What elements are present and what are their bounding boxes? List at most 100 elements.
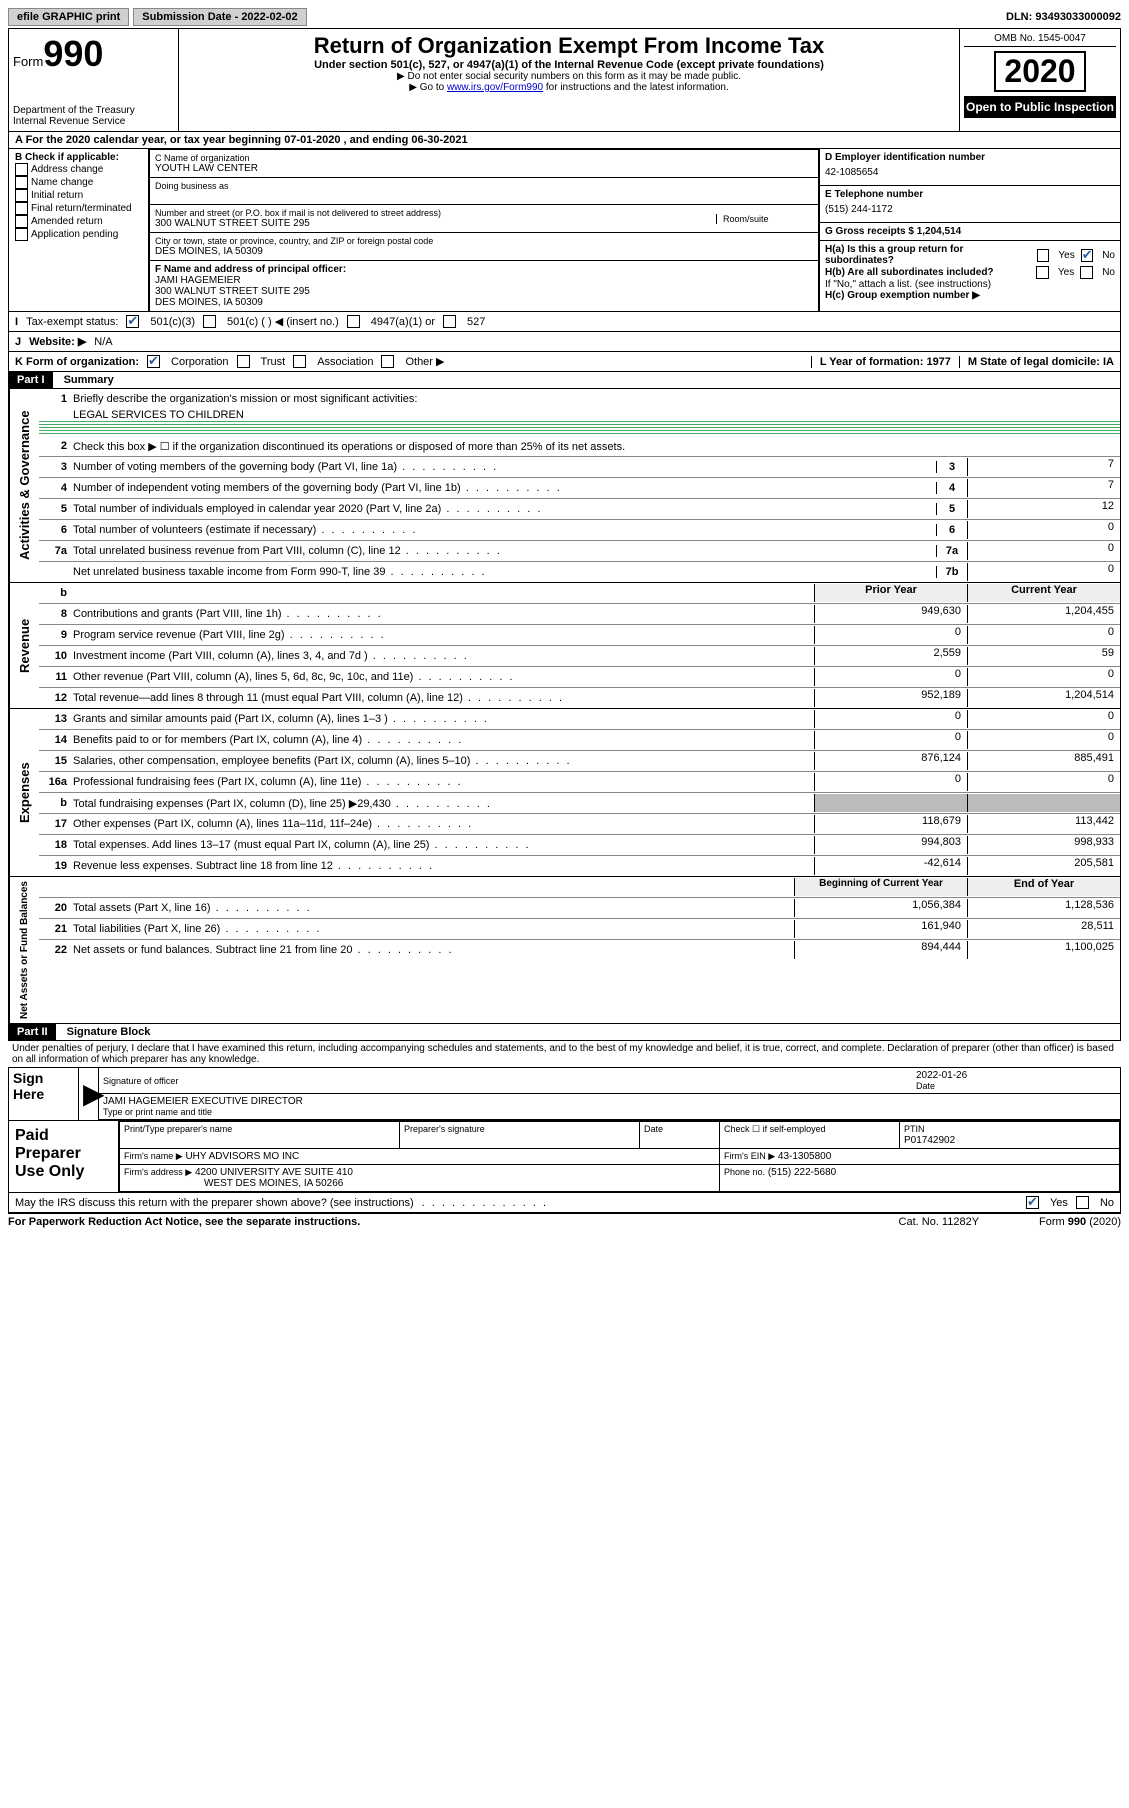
discuss-no-chk[interactable] [1076,1196,1089,1209]
revenue-section: Revenue b Prior Year Current Year 8Contr… [8,583,1121,709]
cat-no: Cat. No. 11282Y [899,1216,980,1228]
line2-label: Check this box ▶ ☐ if the organization d… [73,440,1120,453]
table-row: Net unrelated business taxable income fr… [39,562,1120,582]
chk-501c[interactable] [203,315,216,328]
table-row: 8Contributions and grants (Part VIII, li… [39,604,1120,625]
opt-final-return: Final return/terminated [31,203,132,214]
vlabel-ag: Activities & Governance [9,389,39,582]
firm-ein-label: Firm's EIN ▶ [724,1151,775,1161]
table-row: bTotal fundraising expenses (Part IX, co… [39,793,1120,814]
hb-no-chk[interactable] [1080,266,1093,279]
opt-address-change: Address change [31,164,103,175]
chk-4947[interactable] [347,315,360,328]
e-label: E Telephone number [825,189,1115,200]
part-i-tag: Part I [9,372,53,388]
part-ii-tag: Part II [9,1024,56,1040]
prep-name-label: Print/Type preparer's name [124,1124,232,1134]
prep-sig-label: Preparer's signature [404,1124,485,1134]
efile-button[interactable]: efile GRAPHIC print [8,8,129,26]
instructions-link[interactable]: www.irs.gov/Form990 [447,82,543,93]
opt-association: Association [317,356,373,368]
table-row: 15Salaries, other compensation, employee… [39,751,1120,772]
ha-yes-chk[interactable] [1037,249,1049,262]
discuss-yes-chk[interactable] [1026,1196,1039,1209]
chk-527[interactable] [443,315,456,328]
chk-501c3[interactable] [126,315,139,328]
chk-corporation[interactable] [147,355,160,368]
part-i-title: Summary [56,374,114,386]
sign-arrow-icon: ▶ [79,1068,99,1120]
f-label: F Name and address of principal officer: [155,264,813,275]
sig-officer-label: Signature of officer [103,1076,178,1086]
opt-4947: 4947(a)(1) or [371,316,435,328]
top-toolbar: efile GRAPHIC print Submission Date - 20… [8,8,1121,26]
hb-note: If "No," attach a list. (see instruction… [825,279,1115,290]
table-row: 13Grants and similar amounts paid (Part … [39,709,1120,730]
sig-date: 2022-01-26 [916,1070,1116,1081]
ha-label: H(a) Is this a group return for subordin… [825,244,1025,266]
chk-amended[interactable] [15,215,28,228]
year-formation: L Year of formation: 1977 [811,356,951,368]
dept-line2: Internal Revenue Service [13,116,174,127]
ha-no-chk[interactable] [1081,249,1093,262]
form-header: Form990 Department of the Treasury Inter… [8,28,1121,132]
net-assets-section: Net Assets or Fund Balances Beginning of… [8,877,1121,1024]
chk-initial-return[interactable] [15,189,28,202]
ha-yes: Yes [1058,250,1074,261]
tax-year: 2020 [994,51,1085,92]
c-org-label: C Name of organization [155,153,813,163]
hb-yes-chk[interactable] [1036,266,1049,279]
activities-governance-section: Activities & Governance 1 Briefly descri… [8,389,1121,583]
table-row: 11Other revenue (Part VIII, column (A), … [39,667,1120,688]
discuss-yes: Yes [1050,1197,1068,1209]
chk-final-return[interactable] [15,202,28,215]
rev-b: b [39,587,73,599]
note2-post: for instructions and the latest informat… [543,82,729,93]
city-state-zip: DES MOINES, IA 50309 [155,246,813,257]
pra-notice: For Paperwork Reduction Act Notice, see … [8,1216,360,1228]
table-row: 20Total assets (Part X, line 16)1,056,38… [39,898,1120,919]
expenses-section: Expenses 13Grants and similar amounts pa… [8,709,1121,877]
phone: (515) 244-1172 [825,200,1115,219]
table-row: 21Total liabilities (Part X, line 26)161… [39,919,1120,940]
submission-date-button[interactable]: Submission Date - 2022-02-02 [133,8,306,26]
website-value: N/A [94,336,112,348]
street-address: 300 WALNUT STREET SUITE 295 [155,218,716,229]
discuss-row: May the IRS discuss this return with the… [8,1193,1121,1214]
row-i: I Tax-exempt status: 501(c)(3) 501(c) ( … [8,312,1121,332]
opt-trust: Trust [261,356,286,368]
gross-receipts: G Gross receipts $ 1,204,514 [820,223,1120,241]
chk-name-change[interactable] [15,176,28,189]
omb-box: OMB No. 1545-0047 2020 Open to Public In… [960,29,1120,131]
opt-amended: Amended return [31,216,103,227]
ha-no: No [1102,250,1115,261]
table-row: 19Revenue less expenses. Subtract line 1… [39,856,1120,876]
part-i-header: Part I Summary [8,372,1121,389]
chk-app-pending[interactable] [15,228,28,241]
form-id-box: Form990 Department of the Treasury Inter… [9,29,179,131]
ptin-label: PTIN [904,1124,925,1134]
officer-name: JAMI HAGEMEIER [155,275,813,286]
col-d-h: D Employer identification number 42-1085… [820,149,1120,311]
hdr-eoy: End of Year [967,878,1120,896]
hdr-prior-year: Prior Year [814,584,967,602]
title-box: Return of Organization Exempt From Incom… [179,29,960,131]
sig-date-label: Date [916,1081,1116,1091]
sign-here-block: Sign Here ▶ Signature of officer 2022-01… [8,1067,1121,1121]
firm-phone: (515) 222-5680 [768,1167,836,1178]
firm-name: UHY ADVISORS MO INC [185,1151,299,1162]
city-label: City or town, state or province, country… [155,236,813,246]
vlabel-exp: Expenses [9,709,39,876]
col-c: C Name of organization YOUTH LAW CENTER … [149,149,820,311]
chk-trust[interactable] [237,355,250,368]
firm-addr-label: Firm's address ▶ [124,1167,192,1177]
chk-address-change[interactable] [15,163,28,176]
form-label: Form [13,54,43,69]
chk-other[interactable] [381,355,394,368]
page-footer: For Paperwork Reduction Act Notice, see … [8,1214,1121,1230]
subtitle: Under section 501(c), 527, or 4947(a)(1)… [183,59,955,71]
firm-phone-label: Phone no. [724,1167,765,1177]
chk-association[interactable] [293,355,306,368]
opt-app-pending: Application pending [31,229,118,240]
opt-name-change: Name change [31,177,93,188]
